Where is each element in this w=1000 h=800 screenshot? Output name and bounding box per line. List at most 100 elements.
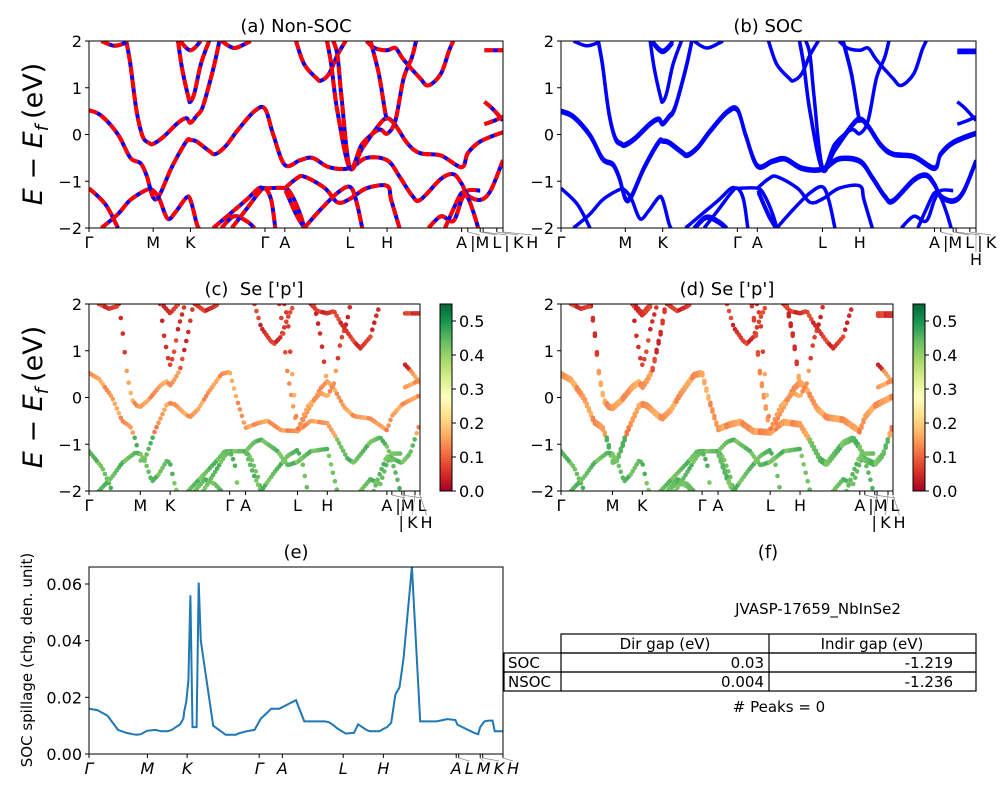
panel-a-xtick-label: M — [146, 233, 160, 252]
scatter-point-d — [616, 463, 622, 469]
scatter-point-d — [638, 355, 643, 361]
scatter-point-d — [766, 413, 772, 419]
scatter-point-d-split — [656, 341, 661, 346]
scatter-point-d-split — [672, 402, 677, 408]
panel-d-xtick-label: L — [891, 496, 900, 515]
scatter-point-d-split — [708, 403, 713, 408]
scatter-point-d-split — [879, 455, 884, 460]
panel-d-xtick-label: Γ — [698, 496, 707, 515]
scatter-point-c — [146, 446, 151, 452]
scatter-point-c — [284, 310, 289, 315]
scatter-point-d-split — [626, 427, 631, 432]
scatter-point-d-split — [784, 304, 790, 309]
panel-a-xtick-label: Γ — [260, 233, 269, 252]
band-line-b-split-18 — [841, 42, 862, 124]
band-line-b-10 — [702, 186, 750, 228]
scatter-point-d-split — [616, 454, 622, 460]
panel-c-xtick-label: L — [418, 496, 427, 515]
scatter-point-c — [329, 385, 335, 390]
panel-b-xtick-leader — [940, 231, 953, 236]
svg-text:E − Ef(eV): E − Ef (eV) — [18, 326, 53, 468]
scatter-point-d — [866, 470, 871, 475]
scatter-point-d-split — [660, 320, 665, 326]
scatter-point-d — [868, 477, 873, 483]
scatter-point-c — [412, 437, 418, 442]
scatter-point-d — [642, 471, 647, 477]
panel-a-ytick-label: 2 — [72, 32, 82, 51]
scatter-point-c — [188, 318, 193, 324]
scatter-point-d-split — [718, 459, 723, 464]
scatter-point-c — [180, 356, 185, 362]
colorbar-d-tick-label: 0.1 — [932, 448, 957, 467]
scatter-point-d — [701, 452, 706, 457]
scatter-point-d-split — [596, 371, 602, 376]
panel-d-xtick-label: H — [893, 513, 905, 532]
panel-c-xtick-label: K — [407, 513, 418, 532]
scatter-point-c — [253, 469, 259, 474]
panel-e-xtick-label: Γ — [255, 759, 265, 778]
panel-d-title: (d) Se ['p'] — [680, 279, 775, 300]
band-line-a-red-20 — [443, 190, 481, 228]
scatter-point-c — [176, 370, 181, 375]
scatter-point-c — [233, 393, 239, 399]
scatter-point-d — [630, 469, 635, 474]
scatter-point-c — [336, 316, 341, 322]
scatter-point-c — [290, 404, 296, 409]
band-line-b-17 — [837, 41, 928, 88]
scatter-point-c — [162, 462, 167, 467]
panel-d-xtick-label: Γ — [557, 496, 566, 515]
scatter-point-d-split — [592, 333, 598, 339]
scatter-point-d — [705, 463, 710, 469]
scatter-point-c — [252, 304, 257, 307]
scatter-point-c — [335, 355, 341, 361]
panel-a-xtick-label: L — [492, 233, 501, 252]
scatter-point-c — [325, 393, 331, 398]
panel-a-xtick-label: |M — [470, 233, 489, 252]
scatter-point-d — [632, 465, 637, 471]
scatter-point-d — [760, 310, 766, 315]
scatter-point-c — [304, 485, 310, 490]
scatter-point-d-split — [716, 453, 721, 459]
band-line-b-split-15 — [798, 43, 976, 174]
scatter-point-c — [116, 410, 122, 416]
colorbar-d-tick-label: 0.5 — [932, 312, 957, 331]
panel-b-xtick-label: Γ — [557, 233, 566, 252]
scatter-point-c — [331, 430, 336, 436]
scatter-point-c — [345, 314, 351, 320]
band-line-a-red-23 — [483, 114, 503, 127]
scatter-point-d-split — [674, 399, 679, 405]
ylabel-c-sub: f — [32, 385, 53, 394]
panel-a-xtick-label: A — [456, 233, 467, 252]
scatter-point-c — [377, 471, 382, 477]
scatter-point-c — [227, 370, 233, 376]
colorbar-c-tick-label: 0.4 — [459, 346, 484, 365]
scatter-point-c — [336, 395, 342, 400]
scatter-point-c — [174, 487, 179, 491]
band-line-a-red-9 — [220, 214, 256, 228]
scatter-point-c — [165, 355, 171, 361]
panel-a-ytick-label: −1 — [58, 172, 82, 191]
scatter-point-d-split — [889, 396, 893, 401]
panel-b-ytick-label: 2 — [544, 32, 554, 51]
scatter-point-c — [258, 322, 263, 328]
scatter-point-c — [100, 466, 106, 472]
panel-c-xtick-leader — [419, 494, 427, 516]
scatter-point-c — [156, 420, 161, 426]
panel-e-xtick-label: A — [450, 759, 462, 778]
scatter-point-d — [726, 469, 731, 474]
scatter-point-c — [286, 324, 291, 329]
scatter-point-d — [805, 478, 810, 484]
scatter-point-d-split — [630, 418, 635, 424]
band-line-b-23 — [956, 115, 976, 126]
scatter-point-c — [177, 319, 183, 324]
band-line-b-1 — [561, 187, 592, 228]
ylabel-c-unit: (eV) — [18, 326, 49, 382]
scatter-point-d — [648, 326, 653, 332]
scatter-point-c — [330, 470, 336, 476]
scatter-point-d-split — [757, 371, 763, 376]
panel-a-xtick-label: H — [526, 233, 538, 252]
scatter-point-c — [118, 415, 124, 421]
scatter-point-c — [282, 304, 287, 307]
scatter-point-d — [844, 320, 850, 326]
scatter-point-d — [818, 314, 823, 320]
